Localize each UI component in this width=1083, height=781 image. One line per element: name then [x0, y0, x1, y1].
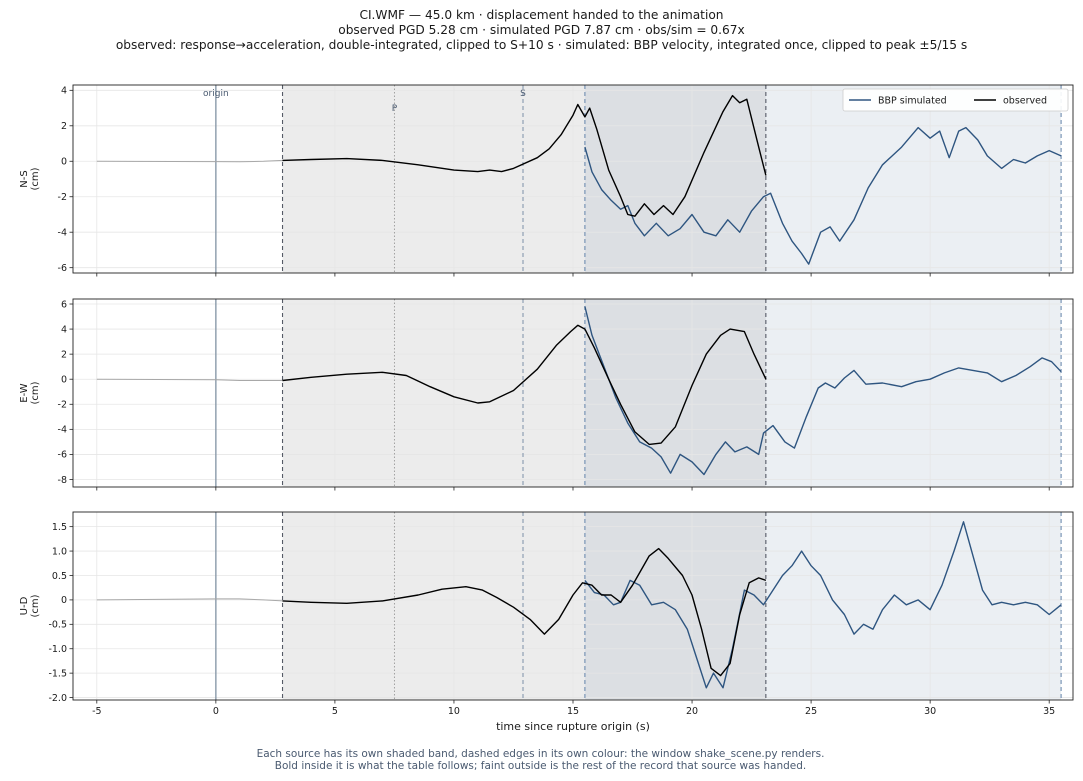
overlap-window-band [584, 85, 766, 273]
y-tick-label: 2 [61, 121, 67, 132]
panel-1 [69, 84, 1074, 277]
y-axis-label: E-W [19, 383, 30, 403]
y-tick-label: -1.0 [48, 644, 67, 655]
observed-trace-faint [96, 378, 283, 381]
y-tick-label: 6 [61, 299, 67, 310]
x-tick-label: 35 [1043, 706, 1055, 717]
y-tick-label: -4 [58, 425, 67, 436]
simulated-trace [584, 521, 1062, 689]
overlap-window-band [584, 299, 766, 487]
y-tick-label: 2 [61, 349, 67, 360]
y-tick-label: -2 [58, 400, 67, 411]
legend-label-observed: observed [1003, 96, 1047, 107]
y-tick-label: -4 [58, 228, 67, 239]
y-tick-label: 1.5 [52, 522, 67, 533]
legend [842, 88, 1069, 112]
y-axis-label: U-D [19, 596, 30, 615]
y-tick-label: -1.5 [48, 668, 67, 679]
legend-box [842, 88, 1069, 112]
panel-3 [69, 511, 1074, 704]
x-tick-label: 15 [567, 706, 579, 717]
overlap-window-band [584, 512, 766, 700]
observed-trace [282, 324, 767, 446]
x-tick-label: 5 [332, 706, 338, 717]
x-axis-label: time since rupture origin (s) [496, 720, 650, 733]
figure-footnote-line-1: Each source has its own shaded band, das… [256, 748, 825, 760]
observed-trace [282, 547, 767, 677]
y-tick-label: 1.0 [52, 546, 67, 557]
x-tick-label: 20 [686, 706, 698, 717]
x-tick-label: -5 [92, 706, 101, 717]
y-axis-label: (cm) [30, 594, 41, 617]
y-tick-label: 4 [61, 324, 67, 335]
x-tick-label: 25 [805, 706, 817, 717]
observed-trace [282, 94, 767, 217]
figure-footnote-line-2: Bold inside it is what the table follows… [274, 760, 807, 772]
figure-title-line-2: observed PGD 5.28 cm · simulated PGD 7.8… [338, 23, 745, 37]
y-tick-label: -6 [58, 263, 67, 274]
y-tick-label: -2 [58, 192, 67, 203]
y-axis-label: (cm) [30, 167, 41, 190]
x-tick-label: 0 [213, 706, 219, 717]
origin-label: origin [203, 89, 229, 99]
y-tick-label: -8 [58, 475, 67, 486]
simulated-trace [584, 306, 1062, 476]
y-tick-label: 4 [61, 86, 67, 97]
observed-trace-faint [96, 598, 283, 602]
y-tick-label: -2.0 [48, 693, 67, 704]
figure-title-line-1: CI.WMF — 45.0 km · displacement handed t… [359, 8, 724, 22]
panel-2 [69, 298, 1074, 491]
y-tick-label: -6 [58, 450, 67, 461]
y-axis-label: (cm) [30, 381, 41, 404]
x-tick-label: 10 [448, 706, 460, 717]
y-tick-label: 0 [61, 157, 67, 168]
legend-label-simulated: BBP simulated [878, 96, 947, 107]
observed-trace-faint [96, 159, 283, 163]
x-tick-label: 30 [924, 706, 936, 717]
p-arrival-label: P [392, 104, 398, 114]
y-tick-label: 0.5 [52, 571, 67, 582]
simulated-trace [584, 126, 1062, 265]
figure-title-line-3: observed: response→acceleration, double-… [115, 38, 968, 52]
y-axis-label: N-S [19, 170, 30, 187]
y-tick-label: 0 [61, 375, 67, 386]
s-arrival-label: S [520, 89, 526, 99]
y-tick-label: -0.5 [48, 620, 67, 631]
y-tick-label: 0 [61, 595, 67, 606]
